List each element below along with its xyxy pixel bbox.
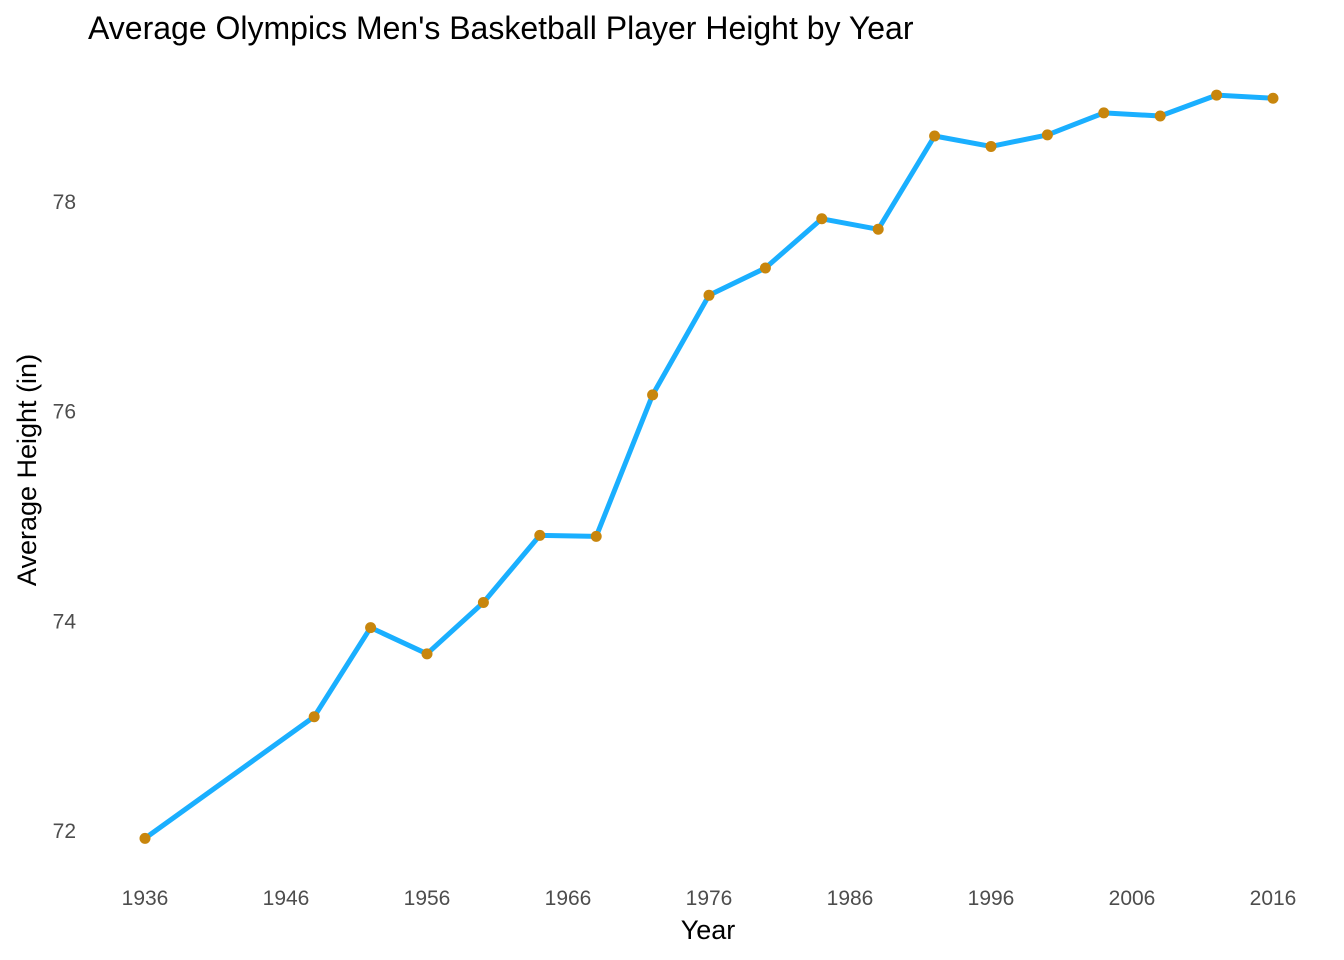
x-tick-label: 1966 xyxy=(545,887,592,910)
x-axis-ticks: 1936 1946 1956 1966 1976 1986 1996 2006 2016 xyxy=(122,887,1297,910)
data-point xyxy=(647,389,659,401)
x-tick-label: 1976 xyxy=(686,887,733,910)
series-line xyxy=(142,92,1276,841)
x-axis-title: Year xyxy=(681,915,736,945)
y-axis-ticks: 72 74 76 78 xyxy=(53,191,77,843)
x-tick-label: 1946 xyxy=(263,887,310,910)
data-point xyxy=(421,648,433,660)
data-point xyxy=(139,832,151,844)
x-tick-label: 2006 xyxy=(1109,887,1156,910)
data-point xyxy=(1098,107,1110,119)
y-tick-label: 72 xyxy=(53,820,76,843)
data-point xyxy=(534,529,546,541)
y-tick-label: 76 xyxy=(53,401,76,424)
y-axis-title: Average Height (in) xyxy=(12,354,42,586)
x-tick-label: 1986 xyxy=(827,887,874,910)
data-point xyxy=(1267,92,1279,104)
data-point xyxy=(816,213,828,225)
x-tick-label: 1936 xyxy=(122,887,169,910)
data-point xyxy=(929,130,941,142)
data-point xyxy=(872,223,884,235)
x-tick-label: 1996 xyxy=(968,887,1015,910)
data-point xyxy=(477,596,489,608)
data-point xyxy=(1154,110,1166,122)
data-point xyxy=(1041,129,1053,141)
data-series xyxy=(139,89,1279,844)
data-point xyxy=(759,262,771,274)
data-point xyxy=(985,140,997,152)
x-tick-label: 2016 xyxy=(1250,887,1297,910)
data-point xyxy=(365,622,377,634)
y-tick-label: 78 xyxy=(53,191,76,214)
y-tick-label: 74 xyxy=(53,610,77,633)
chart-title: Average Olympics Men's Basketball Player… xyxy=(88,10,914,46)
data-point xyxy=(308,711,320,723)
data-point xyxy=(703,289,715,301)
data-point xyxy=(590,530,602,542)
data-point xyxy=(1211,89,1223,101)
x-tick-label: 1956 xyxy=(404,887,451,910)
